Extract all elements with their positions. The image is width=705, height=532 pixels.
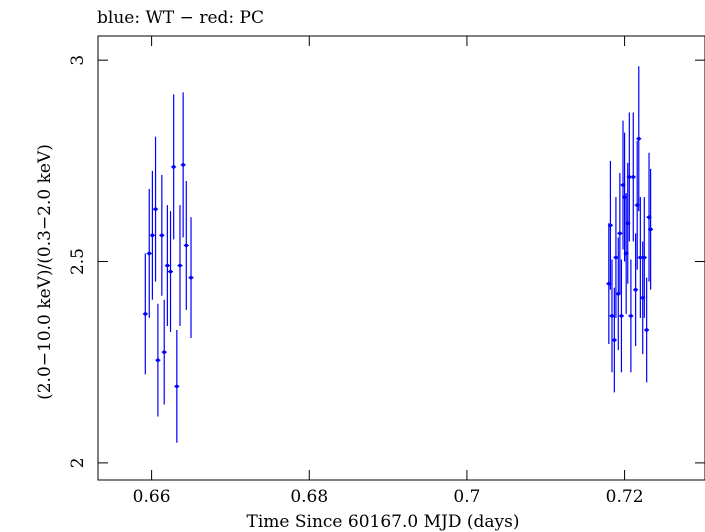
data-point xyxy=(175,384,179,389)
data-point xyxy=(168,269,173,274)
data-point xyxy=(147,251,152,256)
y-axis-ticks: 22.53 xyxy=(68,55,705,468)
data-series xyxy=(142,66,654,443)
data-point xyxy=(633,287,638,292)
data-point xyxy=(618,231,622,236)
data-point xyxy=(642,255,647,260)
data-point xyxy=(614,255,618,260)
data-point xyxy=(156,358,160,362)
x-tick-label: 0.7 xyxy=(453,487,480,507)
data-point xyxy=(171,165,176,169)
data-point xyxy=(143,312,148,316)
x-axis-ticks: 0.66 0.68 0.7 0.72 xyxy=(133,36,644,507)
data-point xyxy=(607,281,611,286)
y-tick-label: 3 xyxy=(68,55,88,66)
data-point xyxy=(612,338,617,342)
y-tick-label: 2.5 xyxy=(68,248,88,275)
data-point xyxy=(627,175,632,179)
data-point xyxy=(638,255,643,260)
plot-frame xyxy=(97,35,705,481)
x-axis-label: Time Since 60167.0 MJD (days) xyxy=(247,512,520,532)
x-tick-label: 0.66 xyxy=(133,487,171,507)
data-point xyxy=(165,263,170,268)
data-point xyxy=(608,223,613,228)
data-point xyxy=(178,263,182,268)
data-point xyxy=(631,175,636,179)
data-point xyxy=(622,195,627,199)
data-point xyxy=(621,183,625,187)
data-point xyxy=(647,215,651,220)
data-point xyxy=(616,291,621,296)
data-point xyxy=(153,207,158,211)
chart-title: blue: WT − red: PC xyxy=(97,8,264,28)
x-tick-label: 0.72 xyxy=(606,487,644,507)
x-tick-label: 0.68 xyxy=(290,487,328,507)
data-point xyxy=(150,233,155,238)
y-tick-label: 2 xyxy=(68,457,88,468)
data-point xyxy=(624,251,628,256)
data-point xyxy=(635,203,640,207)
data-point xyxy=(189,275,193,280)
data-point xyxy=(648,227,653,232)
data-point xyxy=(610,314,614,318)
data-point xyxy=(619,314,624,318)
data-point xyxy=(181,163,185,167)
data-point xyxy=(636,136,641,141)
data-point xyxy=(644,328,649,332)
data-point xyxy=(625,221,630,226)
data-point xyxy=(160,233,164,238)
data-point xyxy=(184,243,189,248)
data-point xyxy=(629,314,633,318)
data-point xyxy=(640,295,645,300)
y-axis-label: (2.0−10.0 keV)/(0.3−2.0 keV) xyxy=(35,144,55,400)
data-point xyxy=(162,350,167,354)
